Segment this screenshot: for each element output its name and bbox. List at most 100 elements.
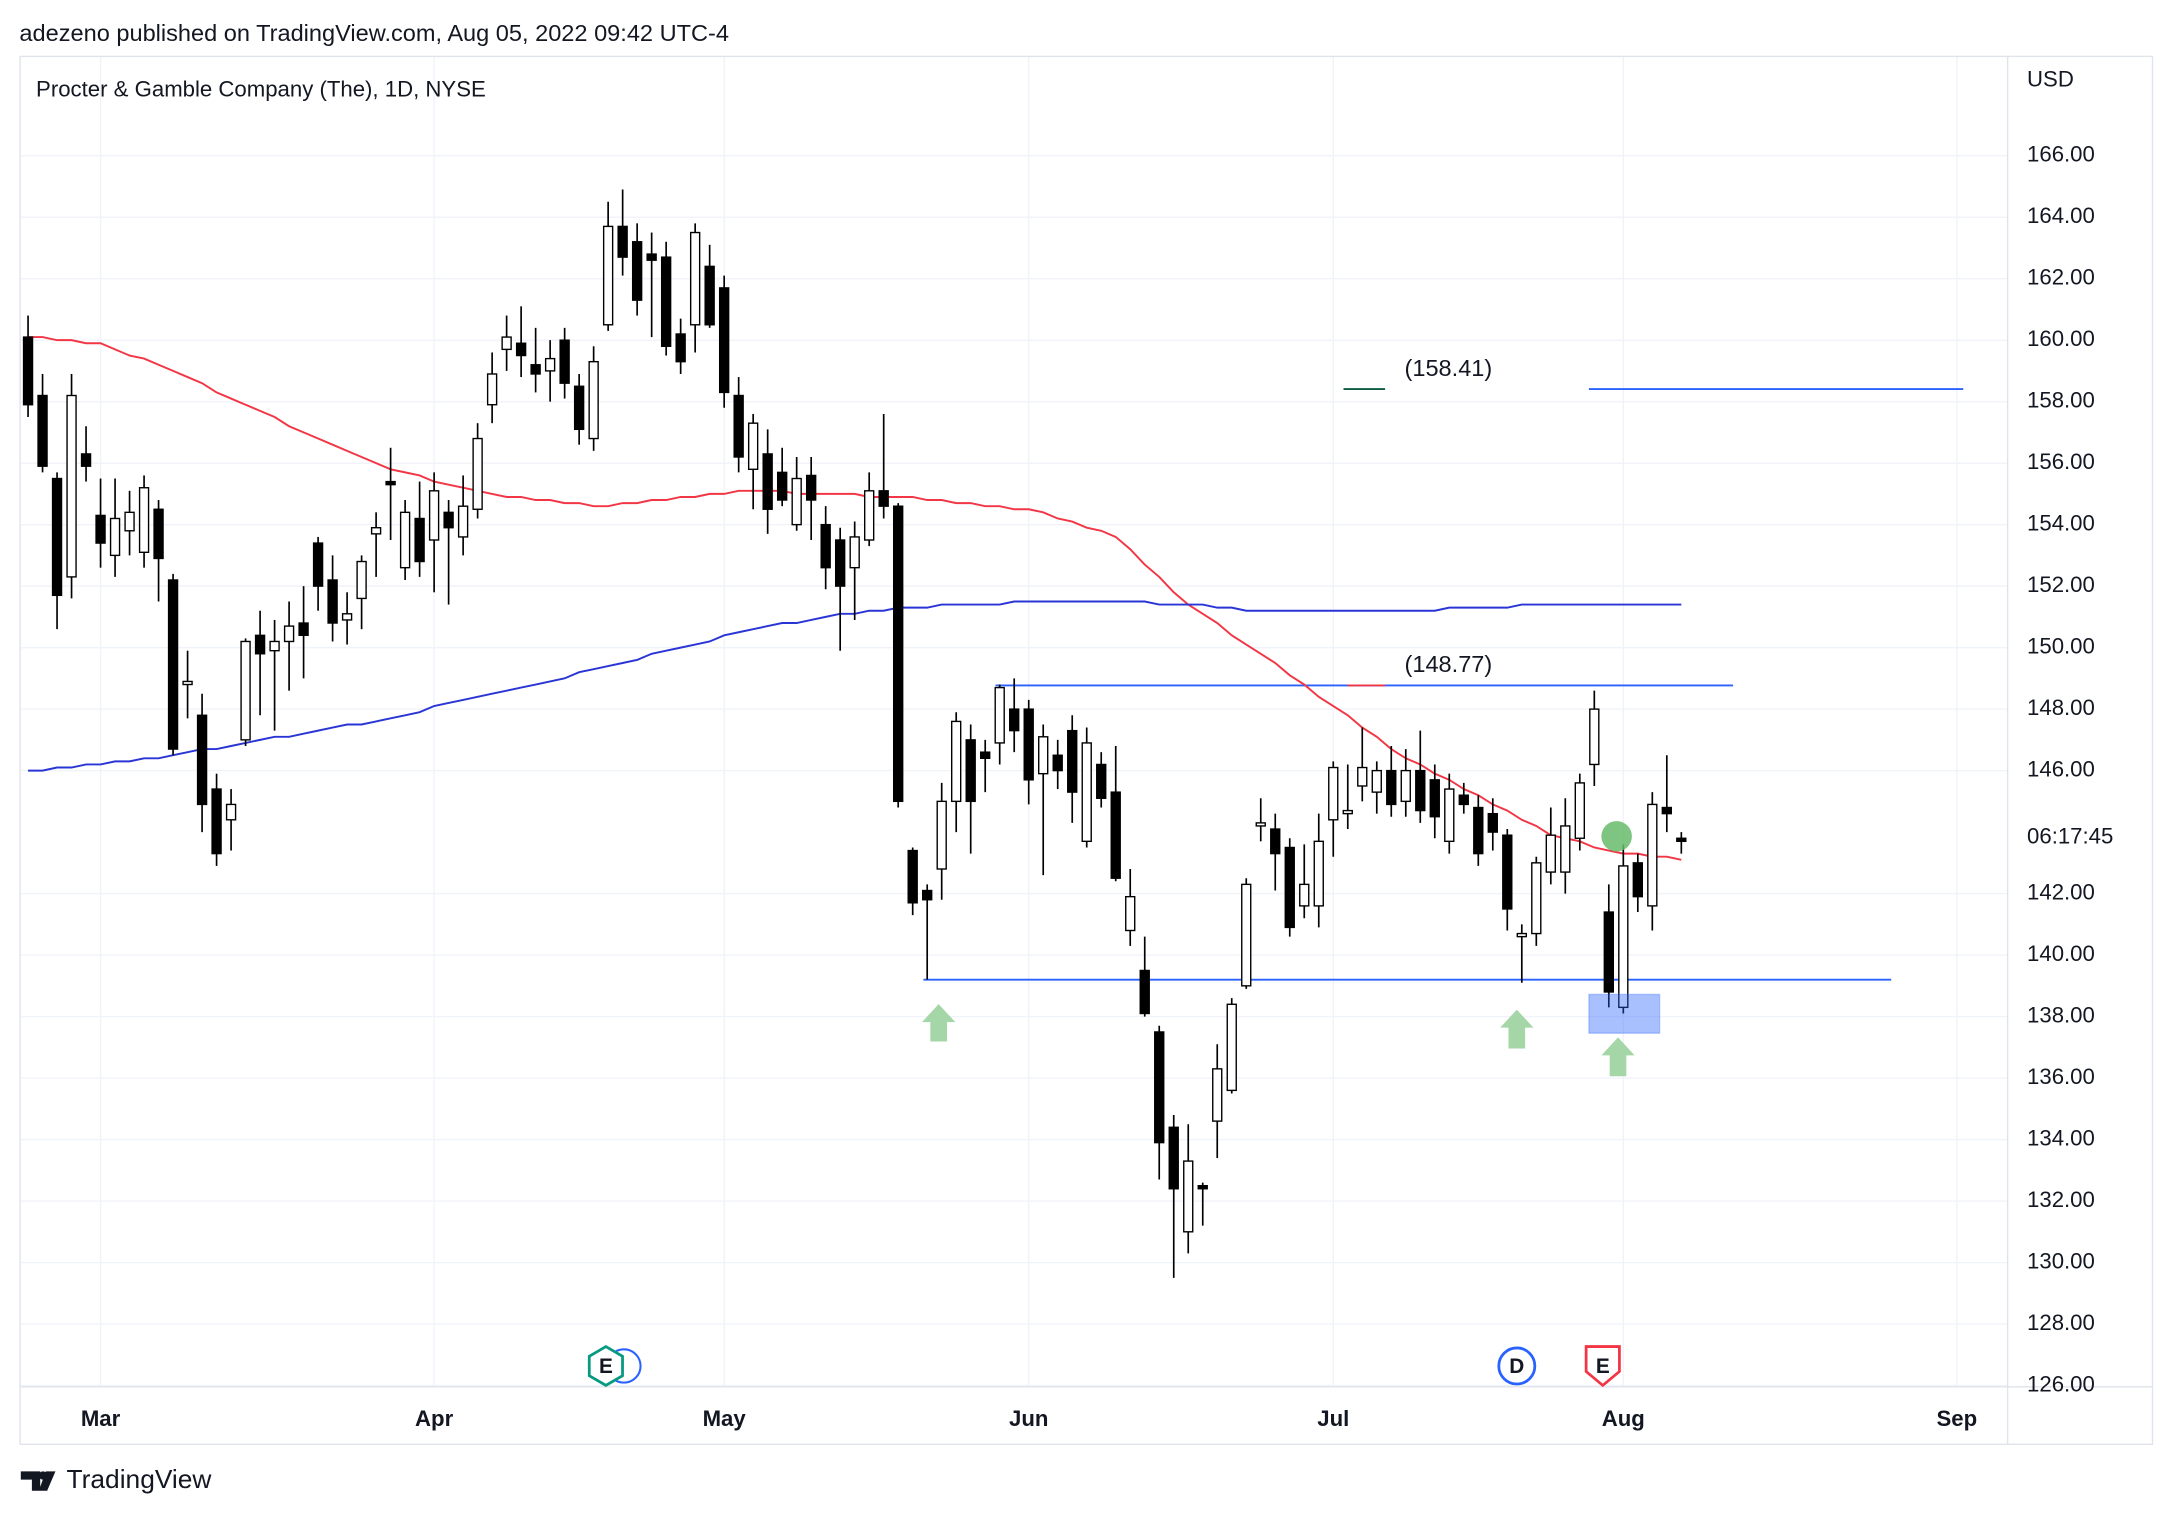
candle-body	[1226, 1003, 1237, 1092]
candle-body	[907, 849, 918, 904]
y-tick-label: 162.00	[2027, 265, 2095, 290]
candle-body	[515, 342, 527, 357]
event-badge	[587, 1344, 624, 1387]
candle-body	[283, 625, 295, 643]
x-tick-label: Jun	[1009, 1406, 1048, 1431]
candle-body	[254, 634, 266, 655]
candle-body	[747, 422, 759, 470]
frame	[19, 55, 2154, 1446]
candle-body	[457, 505, 469, 538]
candle-body	[414, 517, 425, 563]
y-tick-label: 150.00	[2027, 633, 2095, 658]
candle-body	[1110, 791, 1121, 879]
candle-body	[370, 527, 382, 535]
candle-body	[1342, 809, 1353, 815]
y-tick-label: 152.00	[2027, 572, 2095, 597]
candle-body	[153, 508, 164, 560]
candle-body	[167, 579, 179, 750]
candle-body	[951, 720, 962, 803]
candle-body	[1299, 883, 1310, 907]
candle-body	[22, 336, 34, 406]
candle-body	[269, 640, 280, 652]
candle-body	[1139, 969, 1150, 1015]
candle-body	[776, 471, 788, 501]
y-tick-label: 148.00	[2027, 695, 2095, 720]
y-tick-label: 130.00	[2027, 1248, 2095, 1273]
candle-body	[1400, 769, 1411, 803]
candle-body	[443, 511, 454, 529]
candle-body	[1618, 865, 1629, 1009]
level-label: (148.77)	[1405, 651, 1493, 677]
y-tick-label: 140.00	[2027, 941, 2095, 966]
y-tick-label: 136.00	[2027, 1064, 2095, 1089]
event-badge	[1497, 1346, 1537, 1386]
candle-body	[66, 394, 77, 578]
candle-body	[211, 788, 222, 855]
candle-body	[1009, 708, 1020, 732]
candle-body	[1096, 763, 1107, 799]
candle-body	[1357, 766, 1368, 787]
y-tick-label: 132.00	[2027, 1187, 2095, 1212]
candle-body	[1458, 794, 1469, 806]
y-tick-label: 154.00	[2027, 510, 2095, 535]
candle-body	[37, 394, 48, 467]
candle-body	[718, 287, 730, 394]
candle-body	[1328, 766, 1339, 821]
candle-body	[385, 480, 396, 486]
candle-body	[1386, 769, 1397, 806]
candle-body	[530, 364, 541, 375]
candle-body	[646, 253, 657, 261]
candle-body	[1632, 862, 1644, 898]
candle-body	[1589, 708, 1600, 766]
candle-body	[95, 514, 106, 544]
candle-body	[936, 800, 947, 870]
logo-dot	[38, 1471, 48, 1480]
candle-body	[399, 511, 411, 569]
candle-body	[1270, 828, 1281, 855]
candle-body	[327, 579, 338, 624]
candle-body	[573, 385, 585, 431]
candle-body	[1313, 840, 1324, 907]
candle-body	[1516, 932, 1527, 938]
candle-body	[1502, 834, 1513, 910]
candle-body	[762, 453, 773, 510]
candle-body	[631, 241, 643, 301]
level-label: (158.41)	[1405, 355, 1493, 381]
candle-body	[1067, 729, 1078, 793]
candle-body	[675, 333, 686, 363]
candle-body	[1125, 895, 1136, 932]
chart-title: Procter & Gamble Company (The), 1D, NYSE	[36, 76, 486, 101]
y-tick-label: 128.00	[2027, 1310, 2095, 1335]
x-tick-label: Aug	[1602, 1406, 1645, 1431]
candle-body	[1574, 782, 1585, 839]
y-tick-label: 142.00	[2027, 879, 2095, 904]
highlight-dot	[1601, 821, 1632, 852]
x-tick-label: Sep	[1937, 1406, 1978, 1431]
candle-body	[1603, 911, 1614, 993]
currency: USD	[2027, 67, 2074, 92]
candle-body	[820, 523, 831, 569]
candle-body	[660, 256, 672, 347]
candle-body	[733, 394, 744, 458]
candle-body	[1531, 862, 1542, 935]
y-tick-label: 146.00	[2027, 756, 2095, 781]
candle-body	[588, 360, 599, 440]
candle-body	[240, 640, 251, 741]
x-tick-label: Apr	[415, 1406, 454, 1431]
candle-body	[1241, 883, 1252, 987]
candle-body	[341, 613, 353, 621]
candle-body	[1154, 1031, 1165, 1144]
candle-body	[1052, 754, 1063, 772]
y-tick-label: 138.00	[2027, 1002, 2095, 1027]
candle-body	[863, 490, 875, 541]
candle-body	[298, 622, 309, 637]
candle-body	[1444, 788, 1455, 843]
candle-body	[559, 339, 570, 384]
y-tick-label: 166.00	[2027, 142, 2095, 167]
candle-body	[980, 751, 991, 760]
y-tick-label: 126.00	[2027, 1371, 2095, 1396]
candle-body	[1183, 1160, 1194, 1233]
candle-body	[849, 536, 860, 569]
